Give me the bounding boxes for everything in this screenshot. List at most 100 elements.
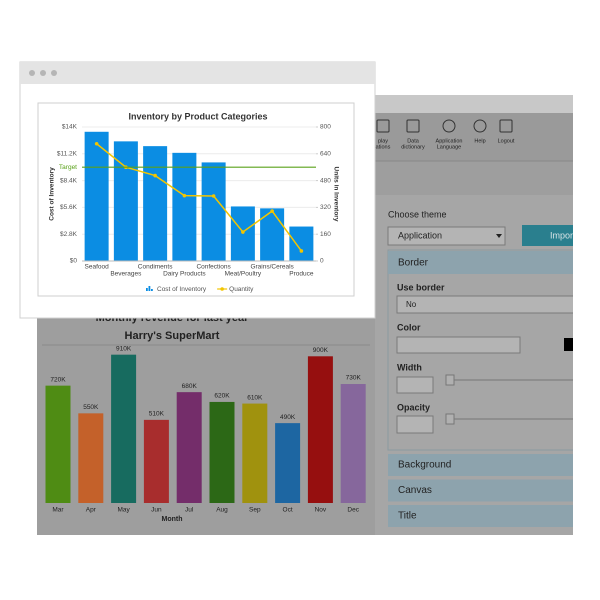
bar <box>172 152 197 261</box>
legend-icon <box>151 289 153 291</box>
use-border-label: Use border <box>397 282 445 292</box>
toolbar-label: dictionary <box>401 144 425 150</box>
width-input[interactable] <box>396 376 434 394</box>
toolbar-label: Data <box>407 138 420 144</box>
chart-title: Inventory by Product Categories <box>128 111 267 121</box>
toolbar-label: ations <box>376 144 391 150</box>
bar <box>209 401 235 503</box>
x-tick-label: Jun <box>151 507 162 514</box>
legend-icon <box>148 286 151 291</box>
toolbar-icon[interactable] <box>499 119 513 133</box>
value-label: 910K <box>116 345 132 352</box>
y2-tick-label: 320 <box>320 204 331 211</box>
value-label: 730K <box>346 375 362 382</box>
y2-tick-label: 480 <box>320 177 331 184</box>
y-tick-label: $5.6K <box>60 204 78 211</box>
x-tick-label: Sep <box>249 507 261 514</box>
color-input[interactable] <box>396 336 521 354</box>
y2-tick-label: 800 <box>320 124 331 131</box>
value-label: 900K <box>313 347 329 354</box>
inventory-chart: Inventory by Product Categories $0 $2.8K $5… <box>49 111 340 293</box>
opacity-label: Opacity <box>397 402 430 412</box>
legend-icon <box>146 288 148 291</box>
section-header[interactable] <box>388 454 578 476</box>
window-dot <box>40 70 46 76</box>
legend-label[interactable]: Cost of Inventory <box>157 286 207 293</box>
use-border-value: No <box>406 300 417 309</box>
y-tick-label: $8.4K <box>60 177 78 184</box>
toolbar-label: Application <box>436 138 463 144</box>
bar <box>201 162 226 261</box>
bar <box>45 385 71 503</box>
bar <box>143 146 168 261</box>
bar <box>176 392 202 503</box>
x-tick-label: Apr <box>86 507 97 514</box>
line-marker <box>241 230 245 234</box>
toolbar-label: Language <box>437 144 461 150</box>
x-tick-label: Mar <box>52 507 64 514</box>
use-border-select[interactable] <box>396 295 577 314</box>
value-label: 490K <box>280 414 296 421</box>
section-header-label: Canvas <box>398 485 432 496</box>
section-header-label: Background <box>398 460 451 471</box>
bar <box>78 413 104 503</box>
x-axis-title: Month <box>162 516 183 523</box>
x-tick-label: Dec <box>347 507 359 514</box>
revenue-chart: Monthly revenue for last yearHarry's Sup… <box>42 312 370 523</box>
y-tick-label: $0 <box>70 258 78 265</box>
section-header[interactable] <box>388 505 578 527</box>
bar <box>113 141 138 261</box>
color-label: Color <box>397 322 421 332</box>
theme-select-value: Application <box>398 230 442 240</box>
import-button[interactable] <box>522 225 582 246</box>
y-tick-label: $2.8K <box>60 231 78 238</box>
x-tick-label: Dairy Products <box>163 271 206 278</box>
border-section <box>387 249 573 451</box>
x-tick-label: Beverages <box>110 271 142 278</box>
toolbar-label: Help <box>474 138 485 144</box>
line-marker <box>270 209 274 213</box>
toolbar-icon[interactable] <box>376 119 390 133</box>
y-tick-label: $11.2K <box>57 151 78 158</box>
opacity-slider-knob[interactable] <box>445 413 455 425</box>
x-tick-label: Meat/Poultry <box>225 271 262 278</box>
value-label: 610K <box>247 394 263 401</box>
value-label: 620K <box>214 393 230 400</box>
legend-icon <box>220 287 224 291</box>
front-window: Inventory by Product Categories $0 $2.8K $5… <box>19 61 376 319</box>
section-header-label: Title <box>398 511 417 522</box>
x-tick-label: Nov <box>315 507 327 514</box>
toolbar-icon[interactable] <box>442 119 456 133</box>
line-marker <box>299 249 304 253</box>
window-dot <box>29 70 35 76</box>
legend-label[interactable]: Quantity <box>229 286 254 293</box>
x-tick-label: Oct <box>283 507 293 514</box>
line-marker <box>182 193 187 198</box>
bar <box>289 226 314 261</box>
toolbar-icon[interactable] <box>406 119 420 133</box>
y-tick-label: $14K <box>62 124 78 131</box>
line-marker <box>211 194 216 198</box>
line-marker <box>153 173 157 178</box>
choose-theme-label: Choose theme <box>388 209 447 219</box>
x-tick-label: Confections <box>196 264 231 271</box>
width-slider-knob[interactable] <box>445 374 455 386</box>
width-label: Width <box>397 362 422 372</box>
value-label: 550K <box>83 404 99 411</box>
x-tick-label: Aug <box>216 507 228 514</box>
bar <box>242 403 268 503</box>
toolbar-label: play <box>378 138 388 144</box>
color-swatch[interactable] <box>564 338 576 351</box>
window-dot <box>51 70 57 76</box>
section-header-label: Border <box>398 258 429 269</box>
import-button-label: Import <box>550 230 576 240</box>
toolbar-icon[interactable] <box>473 119 487 133</box>
theme-select[interactable] <box>387 226 506 246</box>
line-marker <box>94 141 99 146</box>
section-header[interactable] <box>388 479 578 502</box>
bar <box>275 423 301 503</box>
opacity-input[interactable] <box>396 415 434 434</box>
section-header[interactable] <box>388 251 578 274</box>
